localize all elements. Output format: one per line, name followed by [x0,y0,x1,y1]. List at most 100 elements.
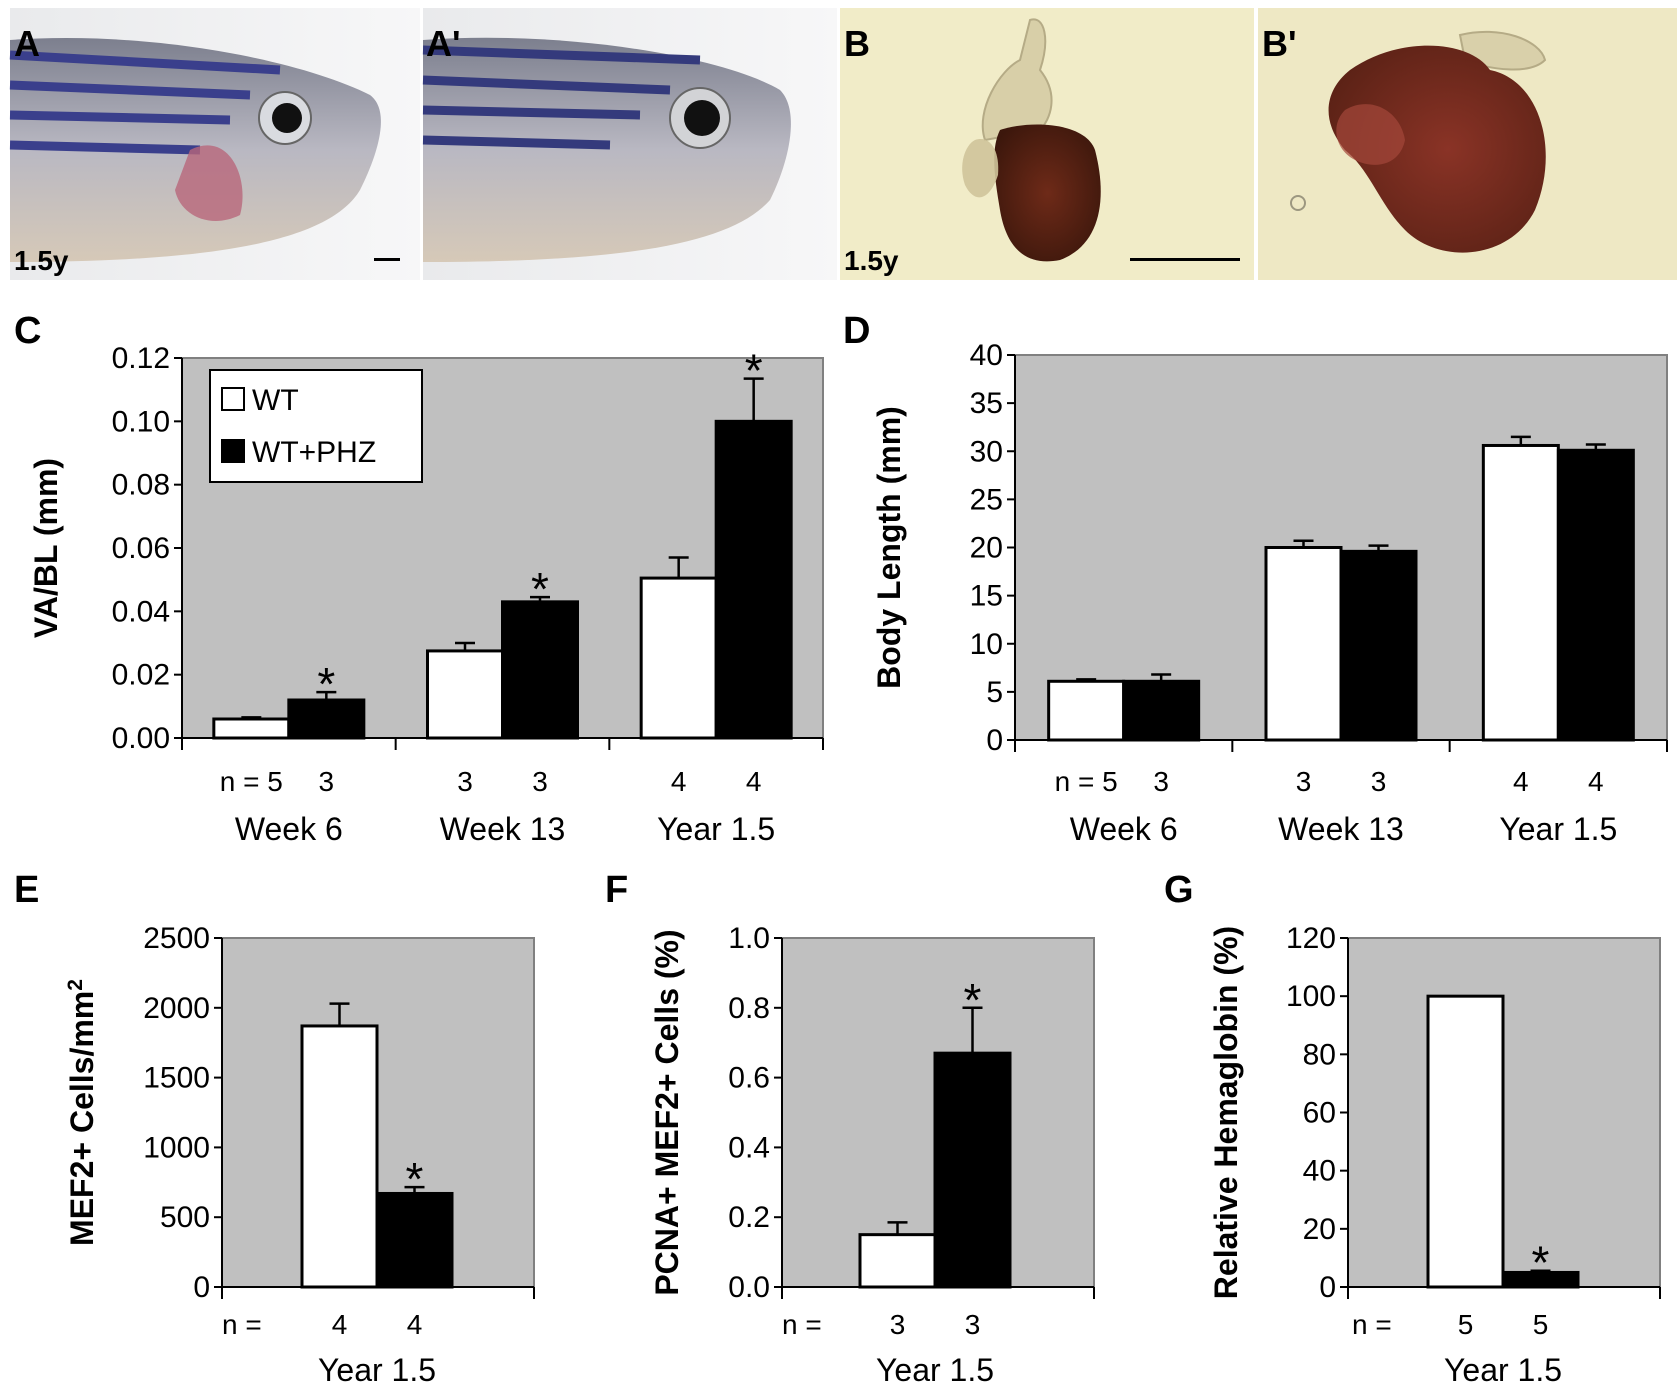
bar-wt-phz [1556,448,1635,742]
n-count-label: 3 [319,766,335,797]
n-count-label: 3 [457,766,473,797]
n-prefix-label: n = [1352,1309,1392,1340]
photo-b-prime-letter: B' [1262,23,1297,64]
y-tick-label: 1500 [143,1062,210,1095]
bar-wt [1264,546,1343,742]
y-tick-label: 1000 [143,1131,210,1164]
chart-panel-g: 0 20 40 60 80 100 120 Relative Hemaglobin (%) 5 *… [1208,922,1661,1388]
y-tick-label: 0.08 [112,469,170,502]
y-tick-label: 0.00 [112,722,170,755]
heart-atrium-big [1336,104,1405,165]
n-count-label: n = 5 [220,766,283,797]
significance-asterisk: * [406,1153,424,1205]
legend-swatch [221,387,245,411]
y-tick-label: 0.12 [112,342,170,375]
bar-wt-phz [1122,679,1201,742]
y-tick-label: 0.06 [112,532,170,565]
n-count-label: 3 [965,1309,981,1340]
bar-wt [858,1233,937,1289]
heart-ventricle-big [1328,45,1546,253]
y-axis-label: VA/BL (mm) [28,458,64,638]
n-count-label: 4 [1588,766,1604,797]
scale-bar-a [374,258,400,261]
n-count-label: 5 [1533,1309,1549,1340]
fish-gill-red [175,145,243,221]
y-tick-label: 0 [193,1271,210,1304]
chart-panel-d: 0 5 10 15 20 25 30 35 40 Body Length (mm) n = 5 3 We… [871,339,1668,847]
y-axis-label: PCNA+ MEF2+ Cells (%) [649,929,685,1295]
y-tick-label: 10 [970,628,1003,661]
legend-label: WT+PHZ [252,436,376,469]
photo-panel-a-prime: A' [422,8,837,280]
bar-wt-phz [375,1191,454,1289]
n-count-label: 3 [1153,766,1169,797]
significance-asterisk: * [964,974,982,1026]
y-tick-label: 0.2 [728,1201,770,1234]
chart-panel-c: 0.00 0.02 0.04 0.06 0.08 0.10 0.12 VA/BL (mm) n … [28,342,824,847]
fish-stripes [9,50,281,155]
y-tick-label: 0.04 [112,595,170,628]
y-tick-label: 40 [1303,1155,1336,1188]
significance-asterisk: * [1532,1237,1550,1289]
photo-b-age-label: 1.5y [844,245,899,276]
n-count-label: 5 [1458,1309,1474,1340]
photo-panel-a: A 1.5y [9,8,420,280]
bar-wt [300,1024,379,1289]
n-count-label: 4 [407,1309,423,1340]
photo-panel-b-prime: B' [1258,8,1677,280]
y-tick-label: 0.4 [728,1131,770,1164]
x-category-label: Week 13 [1278,811,1404,847]
bar-wt-phz [501,600,579,740]
y-tick-label: 0.6 [728,1062,770,1095]
y-axis-label-superscript: 2 [64,979,87,991]
n-count-label: 4 [1513,766,1529,797]
y-tick-label: 35 [970,387,1003,420]
significance-asterisk: * [745,345,763,397]
y-tick-label: 0 [1319,1271,1336,1304]
significance-asterisk: * [531,563,549,615]
chart-panel-e: 0 500 1000 1500 2000 2500 MEF2+ Cells/mm2 4 * 4 Ye… [64,922,535,1388]
y-axis-label: Body Length (mm) [871,406,907,689]
n-count-label: 3 [1371,766,1387,797]
x-category-label: Year 1.5 [318,1352,436,1388]
photo-b-letter: B [844,23,870,64]
y-tick-label: 0.10 [112,405,170,438]
y-tick-label: 30 [970,435,1003,468]
bar-wt-phz [714,419,793,740]
bubble-artifact [1290,195,1306,211]
bar-wt [1481,443,1560,742]
x-category-label: Week 6 [1070,811,1178,847]
y-tick-label: 60 [1303,1097,1336,1130]
n-count-label: 3 [532,766,548,797]
y-axis-label: Relative Hemaglobin (%) [1208,926,1244,1299]
heart-atrium-small [962,139,999,198]
y-tick-label: 0 [986,724,1003,757]
n-count-label: n = 5 [1055,766,1118,797]
panel-letter-f: F [605,869,628,911]
panel-letter-c: C [14,310,41,352]
x-category-label: Week 6 [235,811,343,847]
n-count-label: 3 [890,1309,906,1340]
x-category-label: Year 1.5 [1499,811,1617,847]
y-tick-label: 80 [1303,1038,1336,1071]
x-category-label: Week 13 [440,811,566,847]
photo-a-prime-letter: A' [426,23,461,64]
photo-a-age-label: 1.5y [14,245,69,276]
y-tick-label: 25 [970,483,1003,516]
y-tick-label: 0.02 [112,659,170,692]
y-tick-label: 40 [970,339,1003,372]
panel-letter-g: G [1164,869,1194,911]
y-tick-label: 120 [1286,922,1336,955]
y-tick-label: 100 [1286,980,1336,1013]
y-tick-label: 2500 [143,922,210,955]
photo-a-letter: A [14,23,40,64]
photo-panel-b: B 1.5y [840,8,1254,280]
legend-swatch [221,439,245,463]
y-tick-label: 0.8 [728,992,770,1025]
bar-wt [1047,679,1126,742]
x-category-label: Year 1.5 [876,1352,994,1388]
n-count-label: 4 [671,766,687,797]
y-tick-label: 0.0 [728,1271,770,1304]
